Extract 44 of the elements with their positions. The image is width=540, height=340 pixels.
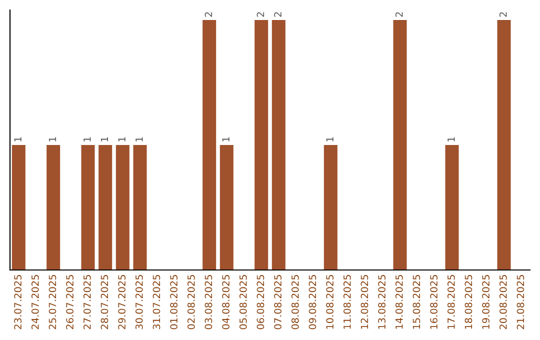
x-tick-label: 10.08.2025 [326,275,334,329]
data-label: 1 [48,137,56,142]
x-tick-label: 26.07.2025 [66,275,74,330]
x-tick-label: 31.07.2025 [152,275,160,330]
x-tick-label: 02.08.2025 [187,275,195,330]
x-tick-label: 30.07.2025 [135,275,143,330]
x-tick-label: 27.07.2025 [83,275,91,330]
x-tick-label: 12.08.2025 [360,275,368,329]
x-tick-label: 08.08.2025 [291,275,299,330]
data-label: 1 [136,137,143,142]
x-tick-label: 05.08.2025 [239,275,247,330]
data-label: 1 [118,137,126,142]
x-tick-label: 25.07.2025 [48,275,56,330]
data-label: 2 [256,12,264,17]
x-tick-label: 01.08.2025 [170,275,178,330]
x-tick-label: 28.07.2025 [100,275,108,330]
data-label: 1 [326,137,334,142]
x-tick-label: 11.08.2025 [343,275,351,329]
x-tick-label: 24.07.2025 [31,275,39,330]
x-tick-label: 29.07.2025 [118,275,126,330]
x-tick-label: 16.08.2025 [430,275,438,329]
x-tick-label: 03.08.2025 [204,275,212,330]
x-tick-label: 14.08.2025 [395,275,403,329]
data-label: 1 [448,137,455,142]
x-tick-label: 19.08.2025 [482,275,490,329]
x-tick-label: 09.08.2025 [308,275,316,330]
data-label: 2 [499,12,507,17]
data-label: 2 [204,12,212,17]
x-tick-label: 21.08.2025 [516,275,524,330]
data-label: 2 [274,12,282,17]
x-tick-label: 17.08.2025 [447,275,455,329]
x-tick-label: 20.08.2025 [499,275,507,330]
data-label: 1 [222,137,230,142]
x-tick-label: 06.08.2025 [256,275,264,330]
data-label: 1 [100,137,108,142]
data-label: 1 [84,137,91,142]
data-label: 1 [14,137,22,142]
x-tick-label: 23.07.2025 [14,275,22,330]
x-tick-label: 15.08.2025 [412,275,420,329]
data-label: 2 [395,12,403,17]
x-tick-label: 13.08.2025 [378,275,386,329]
x-tick-label: 07.08.2025 [274,275,282,330]
x-tick-label: 04.08.2025 [222,275,230,330]
x-tick-label: 18.08.2025 [464,275,472,329]
